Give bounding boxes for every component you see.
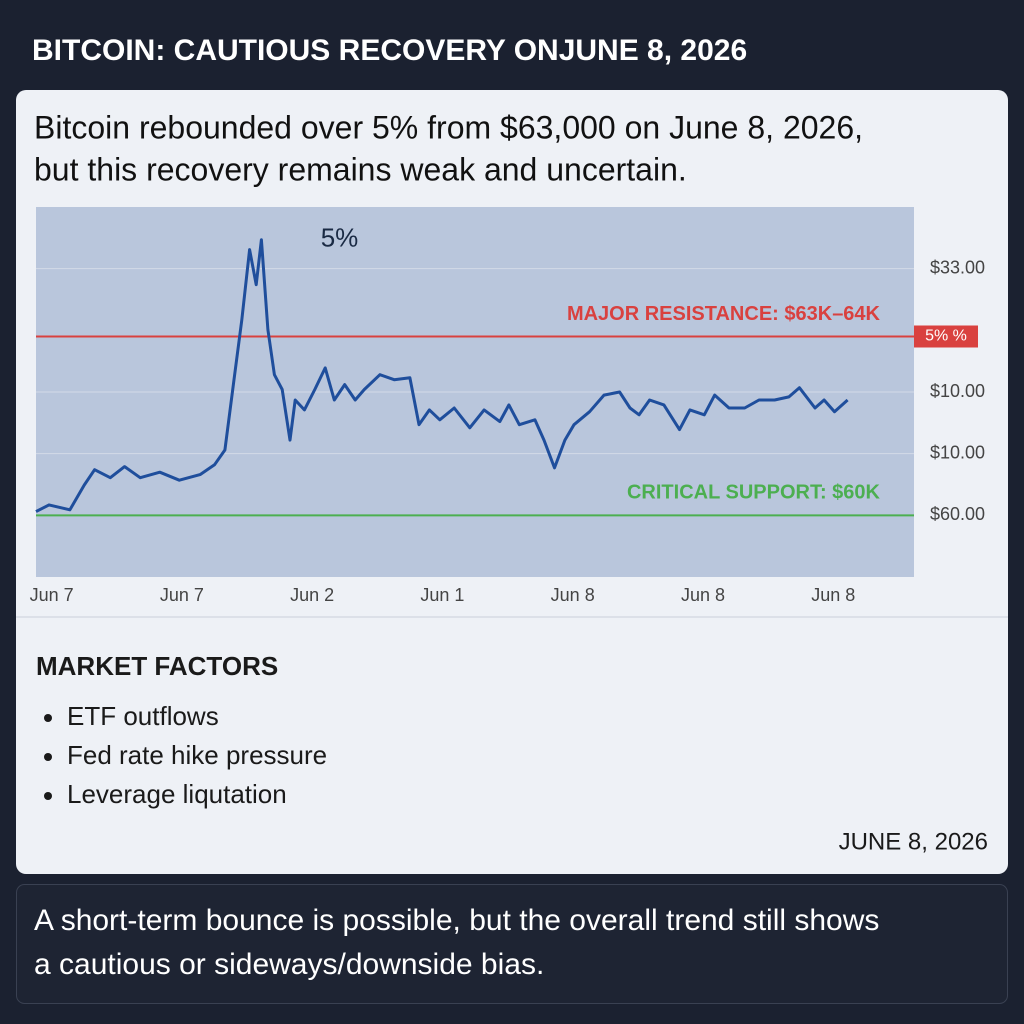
- factor-item: Fed rate hike pressure: [67, 740, 327, 770]
- y-tick-label: $10.00: [930, 442, 985, 462]
- annotation: 5%: [321, 223, 359, 253]
- date: JUNE 8, 2026: [839, 828, 988, 855]
- x-tick-label: Jun 2: [290, 585, 334, 605]
- factors-list: ETF outflows Fed rate hike pressure Levera…: [44, 701, 327, 809]
- factors-heading: MARKET FACTORS: [36, 651, 278, 681]
- headline: Bitcoin rebounded over 5% from $63,000 o…: [34, 109, 863, 145]
- x-tick-label: Jun 7: [30, 585, 74, 605]
- y-tick-label: $33.00: [930, 257, 985, 277]
- factor-item: Leverage liqutation: [67, 779, 287, 809]
- x-tick-label: Jun 8: [681, 585, 725, 605]
- x-tick-label: Jun 1: [420, 585, 464, 605]
- bullet: [44, 714, 52, 722]
- x-tick-label: Jun 8: [551, 585, 595, 605]
- headline: but this recovery remains weak and uncer…: [34, 151, 687, 187]
- factor-item: ETF outflows: [67, 701, 219, 731]
- bullet: [44, 753, 52, 761]
- bullet: [44, 792, 52, 800]
- footer-box: [16, 884, 1008, 1004]
- footer-text: A short-term bounce is possible, but the…: [34, 904, 879, 937]
- reference-tag-box: [914, 325, 978, 348]
- footer-text: a cautious or sideways/downside bias.: [34, 948, 544, 981]
- reference-label: CRITICAL SUPPORT: $60K: [627, 482, 881, 504]
- x-tick-label: Jun 7: [160, 585, 204, 605]
- y-tick-label: $10.00: [930, 381, 985, 401]
- price-line: [35, 238, 849, 513]
- y-tick-label: $60.00: [930, 504, 985, 524]
- page-title: BITCOIN: CAUTIOUS RECOVERY ONJUNE 8, 202…: [32, 34, 747, 67]
- reference-tag: 5% %: [925, 328, 967, 345]
- x-tick-label: Jun 8: [811, 585, 855, 605]
- reference-label: MAJOR RESISTANCE: $63K–64K: [567, 303, 881, 325]
